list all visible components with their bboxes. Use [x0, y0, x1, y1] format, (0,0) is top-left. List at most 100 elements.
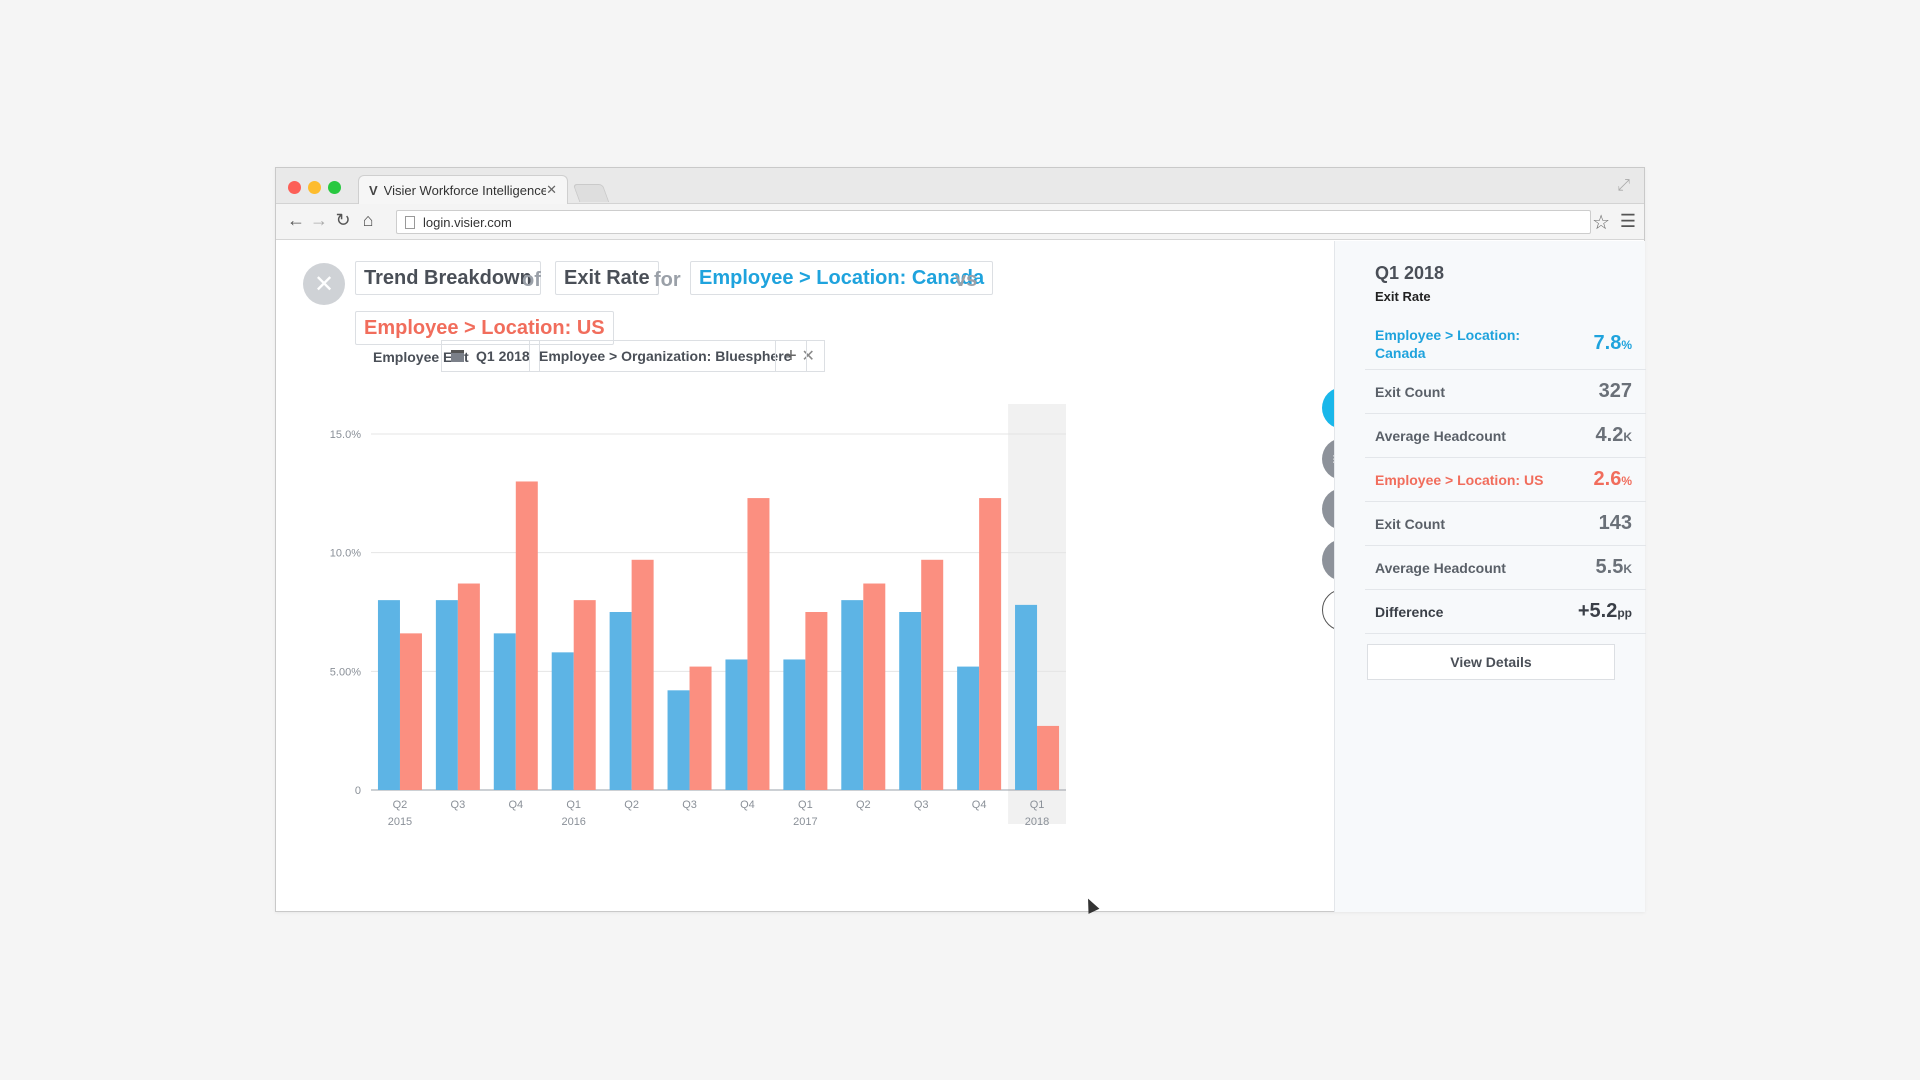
panel-period: Q1 2018	[1375, 263, 1445, 283]
us-rate-value: 2.6	[1593, 468, 1622, 490]
forward-icon[interactable]: →	[310, 210, 328, 230]
browser-tab[interactable]: V Visier Workforce Intelligence ✕	[358, 175, 568, 204]
group-a-chip[interactable]: Employee > Location: Canada	[690, 261, 994, 295]
x-tick-year-label: 2017	[793, 816, 817, 828]
details-panel: Q1 2018 Exit Rate Employee > Location: C…	[1334, 241, 1646, 912]
bar-us	[515, 481, 538, 790]
bar-canada	[609, 612, 632, 790]
organization-filter-chip[interactable]: Employee > Organization: Bluesphere ✕	[529, 340, 825, 372]
menu-icon[interactable]: ☰	[1619, 211, 1636, 231]
x-tick-label: Q1	[566, 799, 581, 811]
analysis-type-chip[interactable]: Trend Breakdown	[355, 261, 541, 295]
us-rate-unit: %	[1621, 474, 1632, 488]
difference-label: Difference	[1375, 603, 1444, 620]
y-tick-label: 10.0%	[330, 548, 361, 560]
bar-us	[863, 583, 886, 790]
close-window-button[interactable]	[288, 181, 301, 194]
difference-unit: pp	[1617, 606, 1632, 620]
bar-canada	[957, 666, 980, 790]
bar-us	[457, 583, 480, 790]
y-tick-label: 0	[355, 785, 361, 797]
maximize-window-button[interactable]	[328, 181, 341, 194]
us-exit-count-row: Exit Count 143	[1365, 502, 1646, 546]
reload-icon[interactable]: ↻	[335, 210, 351, 230]
us-headcount-row: Average Headcount 5.5K	[1365, 546, 1646, 590]
bar-us	[689, 666, 712, 790]
canada-headcount-row: Average Headcount 4.2K	[1365, 414, 1646, 458]
us-headcount-unit: K	[1623, 562, 1632, 576]
app-content: ✕ Trend Breakdown of Exit Rate for Emplo…	[276, 241, 1646, 912]
address-bar[interactable]: login.visier.com	[396, 210, 1591, 234]
x-tick-label: Q4	[740, 799, 755, 811]
difference-row: Difference +5.2pp	[1365, 590, 1646, 634]
x-tick-label: Q2	[624, 799, 639, 811]
bar-canada	[841, 600, 864, 790]
x-tick-label: Q3	[914, 799, 929, 811]
tab-title: Visier Workforce Intelligence	[383, 182, 547, 198]
bookmark-star-icon[interactable]: ☆	[1592, 212, 1610, 234]
bar-canada	[899, 612, 922, 790]
back-icon[interactable]: ←	[287, 210, 305, 230]
title-bar: V Visier Workforce Intelligence ✕ ⤢	[276, 168, 1644, 204]
new-tab-button[interactable]	[572, 184, 610, 202]
canada-rate-unit: %	[1621, 338, 1632, 352]
period-filter-text: Q1 2018	[476, 348, 530, 364]
bar-canada	[493, 633, 516, 790]
x-tick-label: Q4	[508, 799, 523, 811]
calendar-icon	[451, 350, 464, 362]
bar-canada	[551, 652, 574, 790]
bar-us	[921, 559, 944, 790]
panel-metric: Exit Rate	[1375, 289, 1431, 304]
canada-exit-count-value: 327	[1598, 380, 1632, 402]
bar-us	[805, 612, 828, 790]
bar-canada	[667, 690, 690, 790]
fullscreen-icon[interactable]: ⤢	[1617, 177, 1630, 194]
canada-headcount-unit: K	[1623, 430, 1632, 444]
bar-us	[747, 498, 770, 790]
canada-exit-count-label: Exit Count	[1375, 383, 1445, 400]
x-tick-label: Q4	[972, 799, 987, 811]
x-tick-label: Q1	[1030, 799, 1045, 811]
close-analysis-button[interactable]: ✕	[303, 263, 345, 305]
home-icon[interactable]: ⌂	[362, 210, 374, 230]
for-connector: for	[654, 269, 681, 291]
metric-chip[interactable]: Exit Rate	[555, 261, 659, 295]
bar-canada	[725, 659, 748, 790]
x-tick-label: Q1	[798, 799, 813, 811]
x-tick-year-label: 2018	[1025, 816, 1049, 828]
canada-exit-count-row: Exit Count 327	[1365, 370, 1646, 414]
us-rate-row: Employee > Location: US 2.6%	[1365, 458, 1646, 502]
period-filter-chip[interactable]: Q1 2018	[441, 340, 540, 372]
browser-toolbar: ← → ↻ ⌂ login.visier.com ☆ ☰	[276, 204, 1644, 240]
bar-us	[399, 633, 422, 790]
canada-headcount-value: 4.2	[1595, 424, 1624, 446]
bar-us	[573, 600, 596, 790]
bar-us	[631, 559, 654, 790]
exit-rate-bar-chart: 0 5.00% 10.0% 15.0% Q2 2015 Q3 Q4 Q1 2016 Q2 Q3 Q4 Q1…	[330, 404, 1066, 828]
event-filter-label: Employee Exit	[373, 349, 469, 365]
remove-filter-icon[interactable]: ✕	[801, 348, 815, 365]
bar-canada	[1015, 604, 1038, 790]
bar-canada	[435, 600, 458, 790]
y-tick-label: 15.0%	[330, 429, 361, 441]
organization-filter-text: Employee > Organization: Bluesphere	[539, 348, 792, 364]
x-tick-label: Q3	[451, 799, 466, 811]
x-tick-year-label: 2016	[561, 816, 585, 828]
bar-canada	[377, 600, 400, 790]
page-icon	[405, 215, 415, 229]
x-tick-year-label: 2015	[388, 816, 412, 828]
visier-logo-icon: V	[369, 182, 378, 198]
url-text: login.visier.com	[423, 214, 512, 230]
group-b-chip[interactable]: Employee > Location: US	[355, 311, 614, 345]
us-rate-label: Employee > Location: US	[1375, 471, 1544, 488]
x-tick-label: Q2	[393, 799, 408, 811]
minimize-window-button[interactable]	[308, 181, 321, 194]
us-exit-count-value: 143	[1598, 512, 1632, 534]
tab-close-icon[interactable]: ✕	[546, 182, 557, 197]
view-details-button[interactable]: View Details	[1367, 644, 1615, 680]
add-filter-button[interactable]: +	[775, 340, 807, 372]
bar-us	[979, 498, 1002, 790]
y-tick-label: 5.00%	[330, 666, 361, 678]
bar-canada	[783, 659, 806, 790]
vs-connector: vs	[955, 269, 978, 291]
